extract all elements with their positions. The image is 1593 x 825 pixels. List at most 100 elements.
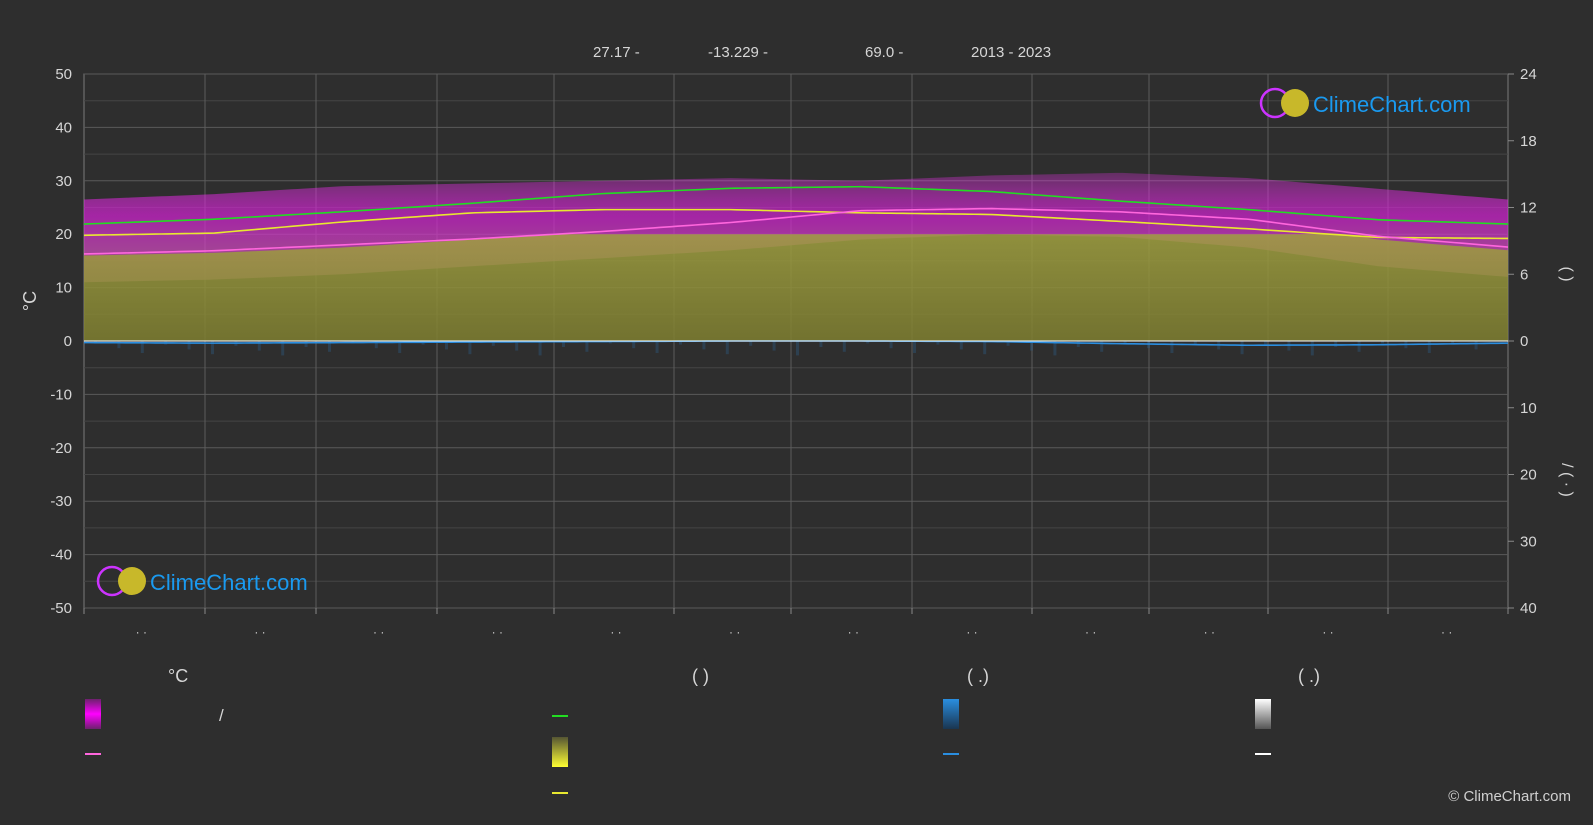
month-tick-label: · · (1322, 625, 1333, 639)
legend-col1-title: °C (168, 666, 189, 686)
header-elevation: 69.0 - (865, 44, 904, 61)
precip-bar (866, 341, 870, 344)
left-tick-label: -20 (50, 440, 72, 457)
precip-bar (1170, 341, 1174, 353)
precip-bar (913, 341, 916, 353)
legend-mean-temp-line (85, 753, 101, 755)
precip-bar (1100, 341, 1104, 352)
header-latitude: 27.17 - (593, 44, 640, 61)
precip-bar (819, 341, 823, 347)
precip-bar (1474, 341, 1478, 350)
precip-bar (796, 341, 799, 356)
legend-temp-range-swatch (85, 699, 101, 729)
right-top-tick-label: 18 (1520, 133, 1537, 150)
precip-bar (889, 341, 893, 349)
legend-col1-row1-text: / (219, 706, 224, 725)
axes: 50 40 30 20 10 0 -10 -20 -30 -40 -50 24 18 12 6 0 10 20 30… (50, 66, 1536, 639)
right-top-tick-label: 12 (1520, 200, 1537, 217)
precip-bar (1053, 341, 1057, 356)
precip-bar (585, 341, 589, 352)
month-tick-label: · · (1441, 625, 1452, 639)
precip-bar (749, 341, 753, 346)
series-sunshine (84, 208, 1508, 240)
left-tick-label: 20 (55, 226, 72, 243)
legend-sunshine-swatch (552, 737, 568, 767)
precip-bar (374, 341, 378, 349)
left-tick-label: -10 (50, 386, 72, 403)
left-tick-label: -40 (50, 547, 72, 564)
month-tick-label: · · (373, 625, 384, 639)
logo-top: ClimeChart.com (1259, 87, 1471, 119)
precip-bar (1427, 341, 1431, 353)
precip-bar (328, 341, 331, 352)
right-top-tick-label: 24 (1520, 66, 1537, 83)
left-tick-label: 40 (55, 119, 72, 136)
legend-precip-swatch (943, 699, 959, 729)
precip-bar (257, 341, 261, 351)
right-top-tick-label: 0 (1520, 333, 1528, 350)
left-axis-label: °C (20, 291, 40, 311)
right-axis-bottom-label: / ( · ) (1558, 463, 1575, 497)
series-mean_temp (84, 207, 1508, 255)
month-tick-label: · · (729, 625, 740, 639)
precip-bar (983, 341, 987, 355)
precip-bar (117, 341, 121, 349)
precip-bar (468, 341, 472, 355)
left-tick-label: 30 (55, 173, 72, 190)
climate-chart: 50 40 30 20 10 0 -10 -20 -30 -40 -50 24 18 12 6 0 10 20 30… (20, 66, 1575, 639)
month-tick-label: · · (966, 625, 977, 639)
precip-bar (562, 341, 565, 347)
legend-snow-swatch (1255, 699, 1271, 729)
legend-sunshine-line (552, 792, 568, 794)
precip-bar (140, 341, 144, 353)
precip-bar (959, 341, 963, 350)
precip-bar (445, 341, 448, 350)
precip-bar (211, 341, 214, 355)
precip-bar (1123, 341, 1127, 344)
precip-bar (1264, 341, 1267, 346)
precip-bar (1030, 341, 1033, 351)
precip-bar (281, 341, 285, 356)
precip-bar (632, 341, 636, 349)
left-tick-label: 50 (55, 66, 72, 83)
month-tick-label: · · (492, 625, 503, 639)
month-tick-label: · · (1204, 625, 1215, 639)
logo-bottom: ClimeChart.com (96, 565, 308, 597)
right-top-tick-label: 6 (1520, 266, 1528, 283)
precip-bar (1076, 341, 1080, 347)
precip-bar (1240, 341, 1244, 355)
month-tick-label: · · (610, 625, 621, 639)
copyright: © ClimeChart.com (1448, 788, 1571, 805)
header-years: 2013 - 2023 (971, 44, 1052, 61)
month-tick-label: · · (254, 625, 265, 639)
precip-bar (538, 341, 542, 356)
precip-bar (772, 341, 776, 351)
logo-top-text: ClimeChart.com (1313, 92, 1471, 117)
precip-bar (491, 341, 495, 346)
right-bottom-tick-label: 30 (1520, 533, 1537, 550)
legend-col4-title: ( .) (1298, 666, 1320, 686)
logo-sun-icon (1281, 89, 1309, 117)
month-tick-label: · · (1085, 625, 1096, 639)
left-tick-label: -30 (50, 493, 72, 510)
legend-col2-title: ( ) (692, 666, 709, 686)
series-lines (84, 185, 1508, 347)
precip-bar (725, 341, 729, 355)
sunshine-area (84, 234, 1508, 341)
left-tick-label: 0 (64, 333, 72, 350)
logo-bottom-text: ClimeChart.com (150, 570, 308, 595)
precip-bar (398, 341, 402, 353)
legend-swatches (85, 699, 1271, 794)
series-daylight (84, 185, 1508, 225)
precip-bar (515, 341, 519, 351)
legend-precip-line (943, 753, 959, 755)
precip-bar (679, 341, 682, 345)
legend-daylight-line (552, 715, 568, 717)
precip-bar (1006, 341, 1010, 346)
left-tick-label: -50 (50, 600, 72, 617)
month-tick-label: · · (848, 625, 859, 639)
precip-bar (1310, 341, 1314, 356)
precip-bar (1357, 341, 1361, 352)
precip-bar (842, 341, 846, 352)
right-bottom-tick-label: 20 (1520, 467, 1537, 484)
